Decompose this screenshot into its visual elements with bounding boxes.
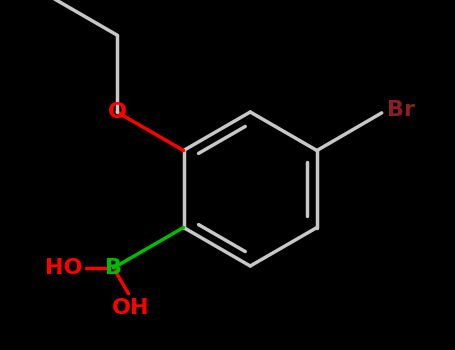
Text: O: O (107, 102, 126, 122)
Text: Br: Br (387, 100, 415, 120)
Text: B: B (105, 258, 122, 278)
Text: OH: OH (111, 299, 149, 318)
Text: HO: HO (45, 258, 82, 278)
